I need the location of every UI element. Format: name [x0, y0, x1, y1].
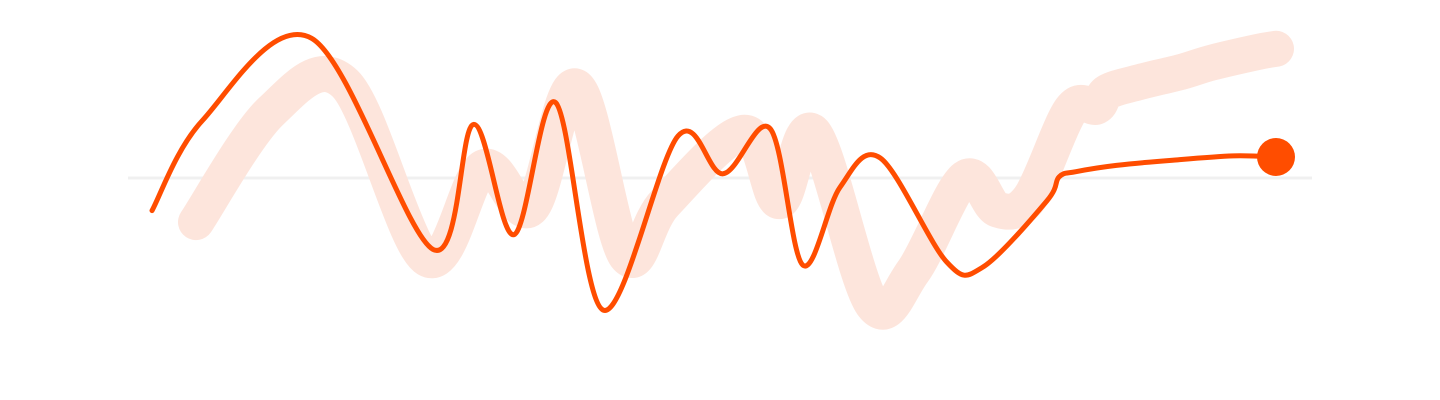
series-line-shadow	[178, 30, 1294, 330]
series-line-main	[149, 32, 1279, 313]
series-end-point	[1257, 138, 1295, 176]
